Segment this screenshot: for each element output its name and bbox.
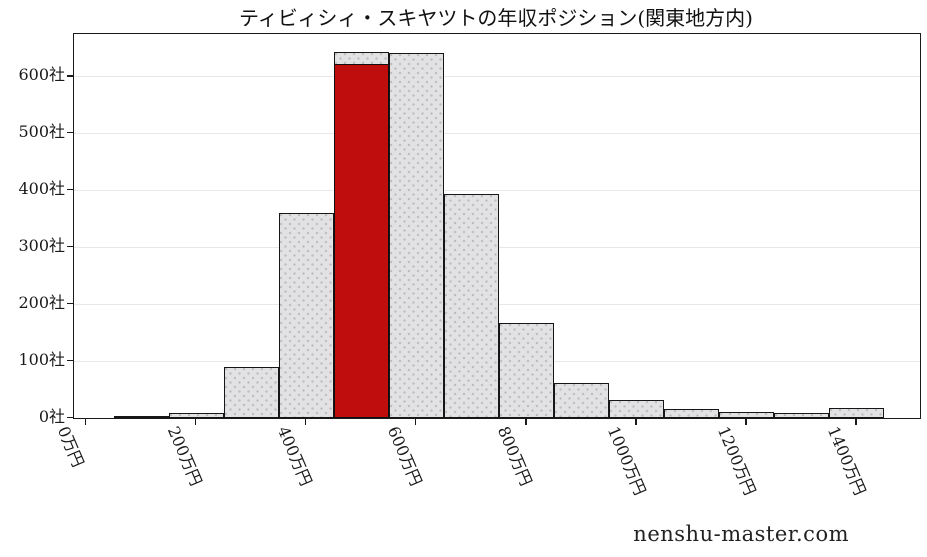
histogram-bar <box>113 416 169 418</box>
y-tick-label: 0社 <box>38 407 65 426</box>
y-tick-mark <box>66 303 73 305</box>
x-tick-label: 400万円 <box>273 423 316 489</box>
y-tick-mark <box>66 417 73 419</box>
histogram-bar <box>608 399 664 418</box>
histogram-bar <box>498 322 554 418</box>
chart-title: ティビィシィ・スキヤツトの年収ポジション(関東地方内) <box>238 6 753 30</box>
y-tick-label: 100社 <box>18 350 65 369</box>
y-tick-mark <box>66 189 73 191</box>
watermark-text: nenshu-master.com <box>633 522 849 546</box>
x-tick-label: 1000万円 <box>604 423 650 498</box>
y-tick-mark <box>66 75 73 77</box>
x-tick-label: 600万円 <box>383 423 426 489</box>
x-tick-label: 1400万円 <box>824 423 870 498</box>
gridline <box>74 76 920 78</box>
x-tick-label: 200万円 <box>163 423 206 489</box>
plot-area <box>73 33 921 419</box>
gridline <box>74 133 920 135</box>
y-tick-mark <box>66 132 73 134</box>
x-tick-mark <box>85 418 87 425</box>
histogram-bar <box>553 382 609 418</box>
x-tick-mark <box>635 418 637 425</box>
x-tick-label: 1200万円 <box>714 423 760 498</box>
x-tick-mark <box>415 418 417 425</box>
histogram-bar <box>388 53 444 418</box>
x-tick-mark <box>745 418 747 425</box>
histogram-bar <box>278 212 334 418</box>
highlighted-bar <box>333 63 389 418</box>
y-tick-mark <box>66 360 73 362</box>
x-tick-label: 0万円 <box>53 423 88 470</box>
histogram-bar <box>828 407 884 418</box>
y-tick-mark <box>66 246 73 248</box>
y-tick-label: 400社 <box>18 179 65 199</box>
y-tick-label: 200社 <box>18 293 65 313</box>
histogram-bar <box>168 412 224 418</box>
x-tick-mark <box>195 418 197 425</box>
y-tick-label: 300社 <box>18 236 65 256</box>
x-tick-label: 800万円 <box>494 423 536 489</box>
histogram-bar <box>718 412 774 418</box>
histogram-bar <box>663 408 719 418</box>
x-tick-mark <box>525 418 527 425</box>
gridline <box>74 190 920 192</box>
y-tick-label: 500社 <box>18 122 65 142</box>
y-tick-label: 600社 <box>18 65 65 85</box>
x-tick-mark <box>305 418 307 425</box>
histogram-bar <box>443 194 499 418</box>
x-tick-mark <box>855 418 857 425</box>
histogram-bar <box>223 366 279 418</box>
histogram-bar <box>773 413 829 418</box>
